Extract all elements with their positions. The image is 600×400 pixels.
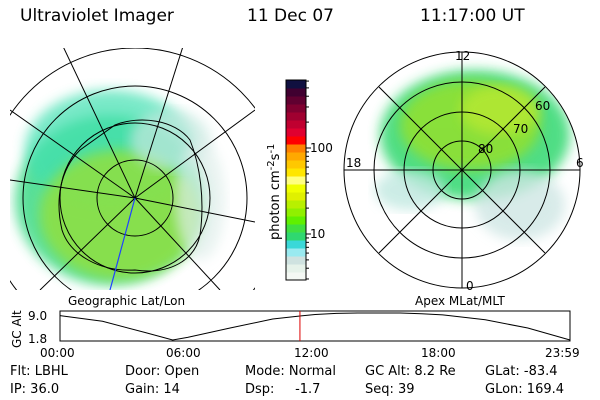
seq-status: Seq: 39 [365,382,415,397]
colorbar-segment [286,176,306,185]
mlat-80-label: 80 [478,142,493,156]
colorbar-segment [286,240,306,249]
colorbar-segment [286,168,306,177]
colorbar-segment [286,232,306,241]
colorbar-segment [286,120,306,129]
gc-alt-status: GC Alt: 8.2 Re [365,364,456,379]
mlat-70-label: 70 [513,122,528,136]
ytick-9: 9.0 [28,309,47,323]
colorbar-segment [286,264,306,273]
colorbar-segment [286,80,306,89]
xtick-2: 12:00 [294,346,329,360]
mode-status: Mode: Normal [245,364,336,379]
apex-polar-map [375,70,570,240]
colorbar-segment [286,200,306,209]
dsp-status: Dsp: -1.7 [245,382,321,397]
colorbar-segment [286,256,306,265]
right-map-label: Apex MLat/MLT [415,294,505,308]
xtick-4: 23:59 [545,346,580,360]
xtick-1: 06:00 [166,346,201,360]
instrument-title: Ultraviolet Imager [20,6,174,26]
mlt-6-label: 6 [576,156,584,170]
door-status: Door: Open [125,364,200,379]
colorbar-segment [286,216,306,225]
xtick-0: 00:00 [40,346,75,360]
y-axis-label: GC Alt [10,310,24,348]
glat-status: GLat: -83.4 [485,364,558,379]
filter-status: Flt: LBHL [10,364,68,379]
left-map-label: Geographic Lat/Lon [68,294,185,308]
mlt-0-label: 0 [466,279,474,293]
mlt-18-label: 18 [346,156,361,170]
ytick-1.8: 1.8 [28,332,47,346]
xtick-3: 18:00 [421,346,456,360]
ip-status: IP: 36.0 [10,382,60,397]
date-label: 11 Dec 07 [247,6,334,26]
gain-status: Gain: 14 [125,382,180,397]
colorbar-segment [286,104,306,113]
colorbar-segment [286,128,306,137]
colorbar-segment [286,184,306,193]
colorbar-tick-100: 100 [310,141,333,155]
colorbar [286,80,306,281]
colorbar-segment [286,152,306,161]
colorbar-segment [286,192,306,201]
colorbar-unit-label: photon cm-2s-1 [266,144,283,240]
colorbar-segment [286,272,306,281]
colorbar-segment [286,88,306,97]
mlt-12-label: 12 [455,49,470,63]
colorbar-segment [286,224,306,233]
colorbar-segment [286,136,306,145]
colorbar-tick-10: 10 [310,227,325,241]
colorbar-segment [286,144,306,153]
colorbar-segment [286,248,306,257]
time-label: 11:17:00 UT [420,6,525,26]
colorbar-segment [286,208,306,217]
altitude-plot-frame [59,310,571,342]
mlat-60-label: 60 [535,99,550,113]
geographic-map [10,48,255,290]
altitude-series-line [59,312,571,341]
colorbar-segment [286,160,306,169]
colorbar-segment [286,96,306,105]
glon-status: GLon: 169.4 [485,382,565,397]
colorbar-segment [286,112,306,121]
